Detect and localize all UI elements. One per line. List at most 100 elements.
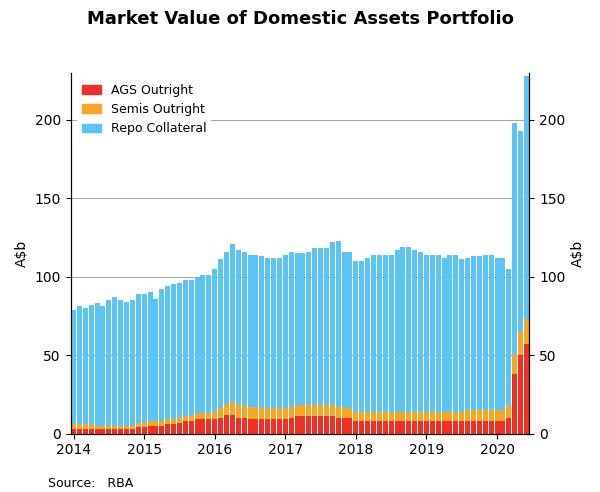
Bar: [483, 255, 488, 410]
Bar: [130, 429, 135, 433]
Bar: [142, 294, 146, 423]
Bar: [189, 416, 194, 421]
Bar: [194, 420, 200, 433]
Bar: [230, 415, 235, 433]
Bar: [477, 410, 482, 421]
Bar: [506, 269, 511, 405]
Bar: [377, 412, 382, 421]
Text: Market Value of Domestic Assets Portfolio: Market Value of Domestic Assets Portfoli…: [86, 10, 514, 28]
Bar: [171, 284, 176, 420]
Bar: [118, 429, 123, 433]
Bar: [471, 410, 476, 421]
Bar: [494, 410, 500, 421]
Bar: [406, 412, 411, 421]
Bar: [295, 405, 299, 416]
Bar: [95, 426, 100, 429]
Bar: [365, 421, 370, 433]
Bar: [106, 429, 112, 433]
Bar: [436, 255, 440, 412]
Bar: [330, 242, 335, 405]
Bar: [165, 286, 170, 420]
Bar: [395, 250, 400, 412]
Bar: [100, 426, 106, 429]
Bar: [307, 251, 311, 405]
Bar: [124, 302, 129, 426]
Bar: [512, 123, 517, 355]
Bar: [524, 344, 529, 433]
Bar: [142, 428, 146, 433]
Bar: [77, 429, 82, 433]
Bar: [283, 420, 288, 433]
Bar: [259, 408, 264, 420]
Bar: [336, 241, 341, 407]
Bar: [506, 405, 511, 418]
Bar: [100, 429, 106, 433]
Bar: [324, 416, 329, 433]
Bar: [165, 424, 170, 433]
Bar: [136, 428, 141, 433]
Bar: [183, 416, 188, 421]
Bar: [318, 248, 323, 405]
Bar: [154, 299, 158, 421]
Bar: [242, 418, 247, 433]
Bar: [307, 405, 311, 416]
Bar: [494, 421, 500, 433]
Bar: [359, 412, 364, 421]
Bar: [177, 423, 182, 433]
Bar: [189, 280, 194, 416]
Bar: [465, 421, 470, 433]
Text: Source:   RBA: Source: RBA: [48, 477, 133, 490]
Bar: [524, 319, 529, 344]
Bar: [89, 305, 94, 424]
Bar: [200, 420, 205, 433]
Bar: [400, 247, 406, 412]
Bar: [242, 251, 247, 405]
Bar: [95, 429, 100, 433]
Bar: [341, 408, 347, 418]
Bar: [236, 418, 241, 433]
Bar: [418, 251, 423, 412]
Bar: [518, 131, 523, 332]
Bar: [324, 405, 329, 416]
Bar: [106, 300, 112, 426]
Bar: [454, 255, 458, 412]
Bar: [112, 429, 117, 433]
Bar: [330, 416, 335, 433]
Bar: [500, 258, 505, 410]
Bar: [283, 255, 288, 408]
Bar: [454, 412, 458, 421]
Bar: [118, 426, 123, 429]
Bar: [212, 420, 217, 433]
Bar: [130, 426, 135, 429]
Bar: [395, 412, 400, 421]
Bar: [71, 424, 76, 429]
Bar: [377, 421, 382, 433]
Bar: [248, 407, 253, 420]
Bar: [160, 289, 164, 421]
Bar: [465, 410, 470, 421]
Bar: [271, 408, 276, 420]
Bar: [347, 418, 352, 433]
Bar: [400, 412, 406, 421]
Bar: [341, 418, 347, 433]
Bar: [359, 261, 364, 412]
Bar: [259, 420, 264, 433]
Bar: [124, 426, 129, 429]
Bar: [448, 412, 452, 421]
Bar: [400, 421, 406, 433]
Legend: AGS Outright, Semis Outright, Repo Collateral: AGS Outright, Semis Outright, Repo Colla…: [77, 79, 211, 140]
Bar: [77, 307, 82, 424]
Bar: [259, 256, 264, 408]
Bar: [418, 412, 423, 421]
Bar: [277, 258, 282, 408]
Bar: [148, 292, 152, 421]
Bar: [512, 355, 517, 374]
Bar: [347, 251, 352, 408]
Bar: [289, 407, 293, 418]
Bar: [154, 426, 158, 433]
Bar: [295, 416, 299, 433]
Bar: [248, 420, 253, 433]
Bar: [160, 421, 164, 426]
Bar: [230, 244, 235, 402]
Bar: [242, 405, 247, 418]
